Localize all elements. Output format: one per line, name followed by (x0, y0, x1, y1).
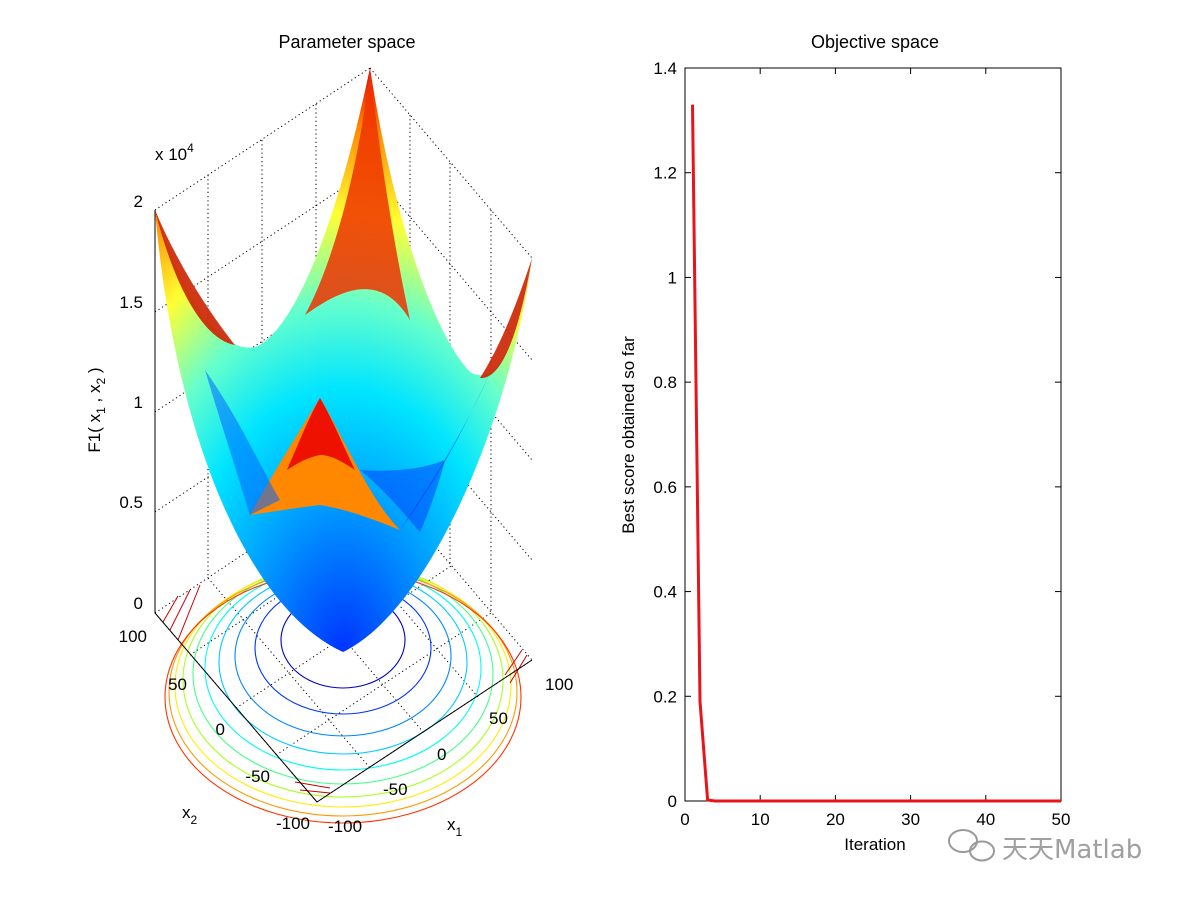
contour-lines (164, 562, 522, 824)
objective-y-axis-label: Best score obtained so far (619, 336, 638, 534)
x2-axis-label: x2 (182, 803, 198, 827)
z-tick-label: 2 (134, 192, 143, 211)
y-tick-label: 0.4 (653, 583, 677, 602)
watermark: 天天Matlab (948, 829, 1142, 865)
objective-axes: Objective space 0 10 20 30 40 50 0 0.2 0.4 0.6 0.8… (619, 32, 1070, 854)
z-tick-label: 0.5 (119, 493, 143, 512)
x1-tick-label: 50 (489, 709, 508, 728)
y-tick-label: 1.4 (653, 59, 677, 78)
y-tick-label: 0.8 (653, 373, 677, 392)
objective-x-axis-label: Iteration (844, 835, 905, 854)
x1-tick-label: -100 (328, 817, 362, 836)
x-tick-label: 30 (901, 810, 920, 829)
z-tick-label: 1.5 (119, 293, 143, 312)
surface-z-axis: 2 1.5 1 0.5 0 x 104 F1( x1 , x2 ) (85, 141, 194, 613)
x2-tick-label: 50 (168, 675, 187, 694)
x-tick-label: 10 (751, 810, 770, 829)
x-tick-label: 20 (826, 810, 845, 829)
y-tick-label: 0.6 (653, 478, 677, 497)
x-tick-label: 0 (680, 810, 689, 829)
surface-title: Parameter space (278, 32, 415, 52)
x2-tick-label: -100 (276, 814, 310, 833)
z-tick-label: 1 (134, 393, 143, 412)
x1-tick-label: 100 (545, 675, 573, 694)
x2-tick-label: 0 (216, 720, 225, 739)
x-tick-label: 40 (976, 810, 995, 829)
x1-tick-label: -50 (383, 780, 408, 799)
x1-axis-label: x1 (447, 815, 463, 839)
y-tick-label: 0 (668, 792, 677, 811)
watermark-text: 天天Matlab (1002, 835, 1142, 865)
y-tick-label: 1 (668, 268, 677, 287)
surface-xy-axes: 100 50 0 -50 -100 -100 -50 0 50 100 x2 x… (119, 612, 573, 839)
wechat-icon (948, 829, 995, 862)
x-tick-label: 50 (1052, 810, 1071, 829)
best-score-series-line (691, 104, 1061, 803)
y-tick-label: 0.2 (653, 687, 677, 706)
z-tick-label: 0 (134, 594, 143, 613)
x2-tick-label: -50 (245, 767, 270, 786)
x2-tick-label: 100 (119, 627, 147, 646)
objective-title: Objective space (811, 32, 939, 52)
objective-ticks: 0 10 20 30 40 50 0 0.2 0.4 0.6 0.8 1 1.2 1.4 (653, 59, 1070, 829)
z-axis-label: F1( x1 , x2 ) (85, 367, 108, 452)
surface-axes: Parameter space (85, 32, 573, 839)
x1-tick-label: 0 (437, 745, 446, 764)
surface-mesh (155, 68, 532, 652)
z-exponent-label: x 104 (155, 141, 194, 164)
y-tick-label: 1.2 (653, 164, 677, 183)
plot-frame (684, 67, 1062, 802)
